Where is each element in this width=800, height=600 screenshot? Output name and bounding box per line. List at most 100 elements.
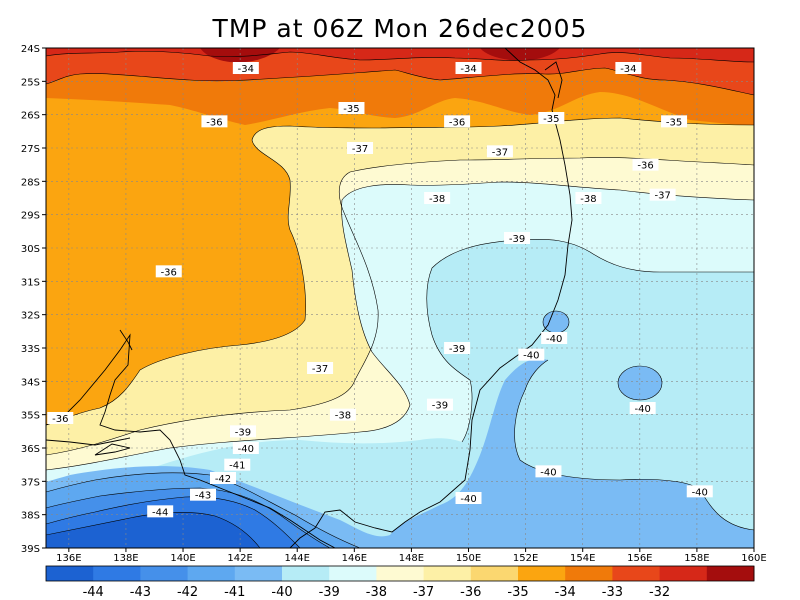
lat-tick-label: 37S: [21, 477, 40, 488]
contour-label: -41: [229, 461, 245, 472]
band-32a: [200, 48, 280, 63]
contour-label: -40: [540, 467, 556, 478]
contour-label: -38: [429, 194, 445, 205]
contour-label-bg: [229, 425, 256, 438]
band-45: [46, 512, 260, 548]
contour-label-bg: [661, 115, 688, 128]
lat-tick-label: 30S: [21, 244, 40, 255]
contour-label: -40: [634, 404, 650, 415]
contour-label-bg: [538, 112, 565, 124]
contour-label-bg: [632, 158, 659, 171]
contour-label: -38: [580, 194, 596, 205]
contour-label: -40: [523, 351, 539, 362]
colorbar-frame: [45, 565, 755, 582]
lon-tick-label: 146E: [342, 553, 367, 564]
contour-label: -44: [152, 507, 168, 518]
colorbar: -44 -43 -42 -41 -40 -39 -38 -37 -36 -35 -34 -33 -32: [45, 565, 755, 600]
contour-label-bg: [201, 115, 228, 128]
colorbar-label: -34: [555, 585, 576, 600]
contour-label-bg: [147, 505, 174, 518]
grid-lines: [46, 48, 754, 548]
contour-label: -36: [206, 117, 222, 128]
contour-label-bg: [347, 142, 374, 154]
contour-label-bg: [575, 192, 602, 204]
colorbar-swatch: [234, 566, 283, 581]
lat-tick-label: 35S: [21, 411, 40, 422]
contour-label-bg: [629, 402, 656, 414]
lat-tick-label: 26S: [21, 111, 40, 122]
lon-tick-label: 154E: [570, 553, 595, 564]
lat-tick-label: 38S: [21, 511, 40, 522]
lon-tick-label: 156E: [627, 553, 652, 564]
lon-tick-label: 160E: [741, 553, 766, 564]
band-40: [46, 239, 754, 548]
contour-label: -40: [546, 334, 562, 345]
contour-label: -34: [620, 64, 636, 75]
colorbar-label: -33: [602, 585, 623, 600]
contour-label-bg: [535, 465, 562, 478]
contour-label-bg: [504, 232, 531, 244]
lon-tick-label: 144E: [285, 553, 310, 564]
contour-lines: [46, 50, 754, 548]
colorbar-label: -35: [507, 585, 528, 600]
lat-tick-label: 25S: [21, 77, 40, 88]
contour-label-bg: [455, 492, 482, 504]
colorbar-swatch: [423, 566, 472, 581]
colorbar-swatch: [282, 566, 330, 581]
contour-label-bg: [615, 62, 642, 74]
contour-label: -34: [238, 64, 254, 75]
lat-tick-label: 28S: [21, 177, 40, 188]
contour-label: -39: [449, 344, 465, 355]
lat-tick-label: 34S: [21, 377, 40, 388]
filled-contours: [46, 48, 754, 548]
contour-label: -34: [460, 64, 476, 75]
contour-label: -37: [654, 191, 670, 202]
colorbar-label: -41: [224, 585, 245, 600]
lon-tick-label: 142E: [227, 553, 252, 564]
contour-label: -42: [215, 474, 231, 485]
colorbar-label: -37: [413, 585, 434, 600]
contour-label-bg: [486, 145, 513, 158]
colorbar-label: -44: [83, 585, 104, 600]
lat-tick-label: 33S: [21, 344, 40, 355]
contour-label-bg: [338, 102, 365, 114]
colorbar-swatch: [46, 566, 94, 581]
contour-label-bg: [444, 342, 471, 354]
lon-tick-label: 148E: [399, 553, 424, 564]
lat-tick-label: 24S: [21, 44, 40, 55]
colorbar-swatch: [659, 566, 708, 581]
blob-41a: [543, 311, 569, 333]
contour-label-bg: [232, 442, 259, 454]
lat-tick-label: 27S: [21, 144, 40, 155]
contour-label-bg: [686, 485, 713, 498]
colorbar-swatch: [93, 566, 141, 581]
colorbar-label: -42: [177, 585, 198, 600]
contour-label: -39: [509, 234, 525, 245]
colorbar-swatch: [376, 566, 425, 581]
contour-label: -40: [238, 444, 254, 455]
contour-label: -35: [666, 117, 682, 128]
contour-label: -36: [637, 161, 653, 172]
contour-label: -36: [52, 414, 68, 425]
lat-tick-label: 36S: [21, 444, 40, 455]
lat-tick-label: 39S: [21, 544, 40, 555]
colorbar-swatch: [187, 566, 236, 581]
contour-label-bg: [455, 62, 482, 74]
colorbar-label: -39: [319, 585, 340, 600]
band-32b: [480, 48, 560, 61]
contour-label: -38: [335, 411, 351, 422]
contour-labels: -34 -34 -34 -35 -36 -36 -35 -35 -37 -37 -36 -38 -38 -…: [47, 62, 713, 518]
map-title: TMP at 06Z Mon 26dec2005: [212, 14, 588, 43]
contour-label: -40: [692, 487, 708, 498]
longitude-axis: 136E 138E 140E 142E 144E 146E 148E 150E 152E 154E…: [56, 548, 767, 564]
colorbar-swatch: [565, 566, 613, 581]
colorbar-swatch: [706, 566, 755, 581]
map-frame: [45, 47, 755, 549]
contour-label: -37: [352, 144, 368, 155]
contour-label: -37: [492, 147, 508, 158]
contour-label-bg: [224, 458, 251, 471]
colorbar-label: -36: [460, 585, 481, 600]
lon-tick-label: 158E: [684, 553, 709, 564]
lon-tick-label: 136E: [56, 553, 81, 564]
